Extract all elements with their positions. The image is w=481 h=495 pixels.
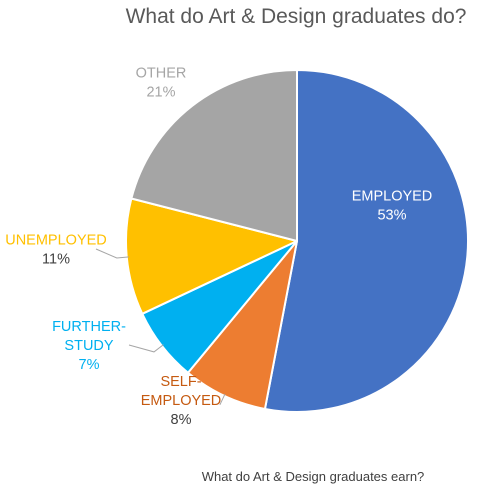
slice-label-other: OTHER: [136, 66, 187, 82]
leader-line-unemployed: [95, 248, 129, 259]
slice-label-further-study: FURTHER-: [52, 319, 126, 335]
slice-value-self-employed: 8%: [171, 412, 192, 428]
slice-label-employed: EMPLOYED: [352, 189, 433, 205]
leader-line-self-employed: [219, 393, 226, 406]
slice-label-further-study: STUDY: [64, 338, 113, 354]
slice-label-unemployed: UNEMPLOYED: [5, 233, 107, 249]
leader-lines: [95, 248, 226, 406]
slice-value-unemployed: 11%: [42, 252, 70, 268]
slice-value-employed: 53%: [377, 208, 406, 224]
slice-value-further-study: 7%: [79, 357, 100, 373]
chart-title: What do Art & Design graduates do?: [126, 5, 467, 28]
pie-slice-other: [130, 69, 298, 242]
leader-line-further-study: [128, 344, 164, 353]
pie-slice-employed: [263, 69, 470, 413]
chart-caption: What do Art & Design graduates earn?: [202, 469, 425, 484]
slice-label-self-employed: EMPLOYED: [141, 393, 222, 409]
slice-label-self-employed: SELF-: [160, 374, 201, 390]
pie-slices: [124, 69, 470, 413]
slice-labels: EMPLOYED 53% SELF- EMPLOYED 8% FURTHER- STUDY 7…: [5, 66, 432, 429]
slice-value-other: 21%: [146, 85, 175, 101]
